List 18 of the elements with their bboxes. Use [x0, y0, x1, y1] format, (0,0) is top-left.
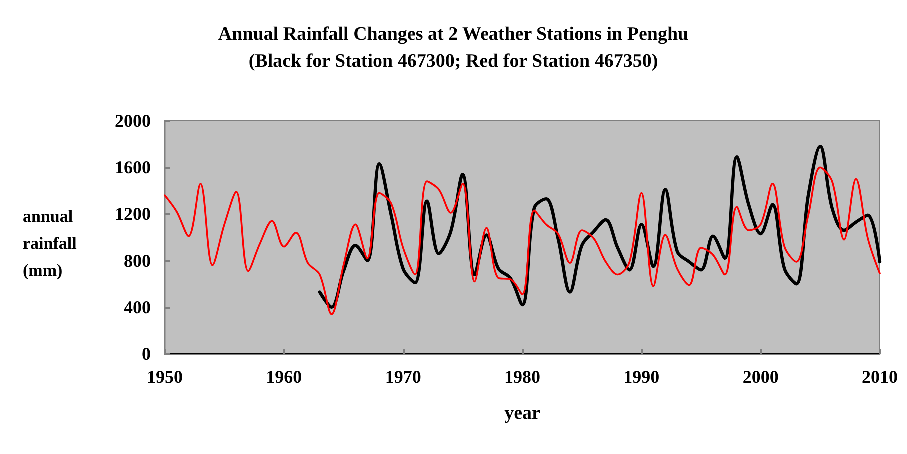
x-tick-label: 1950	[147, 367, 183, 387]
line-series	[164, 166, 881, 316]
y-tick-label: 0	[142, 344, 151, 364]
y-tick-label: 400	[124, 297, 151, 318]
y-tick-label: 800	[124, 250, 151, 271]
y-tick-label: 1200	[115, 204, 151, 224]
x-tick-label: 1970	[385, 367, 422, 387]
x-axis-title: year	[504, 403, 541, 424]
x-tick-label: 1980	[504, 367, 540, 387]
y-tick-label: 1600	[115, 158, 151, 178]
x-tick-label: 2000	[742, 367, 779, 387]
chart-subtitle: (Black for Station 467300; Red for Station 467350)	[248, 51, 658, 72]
y-tick-label: 2000	[115, 111, 151, 131]
chart-title: Annual Rainfall Changes at 2 Weather Stations in Penghu	[218, 24, 690, 45]
x-tick-label: 2010	[862, 367, 898, 387]
y-axis-title: annual rainfall (mm)	[23, 207, 82, 280]
x-tick-label: 1990	[624, 367, 660, 387]
x-tick-label: 1960	[266, 367, 302, 387]
